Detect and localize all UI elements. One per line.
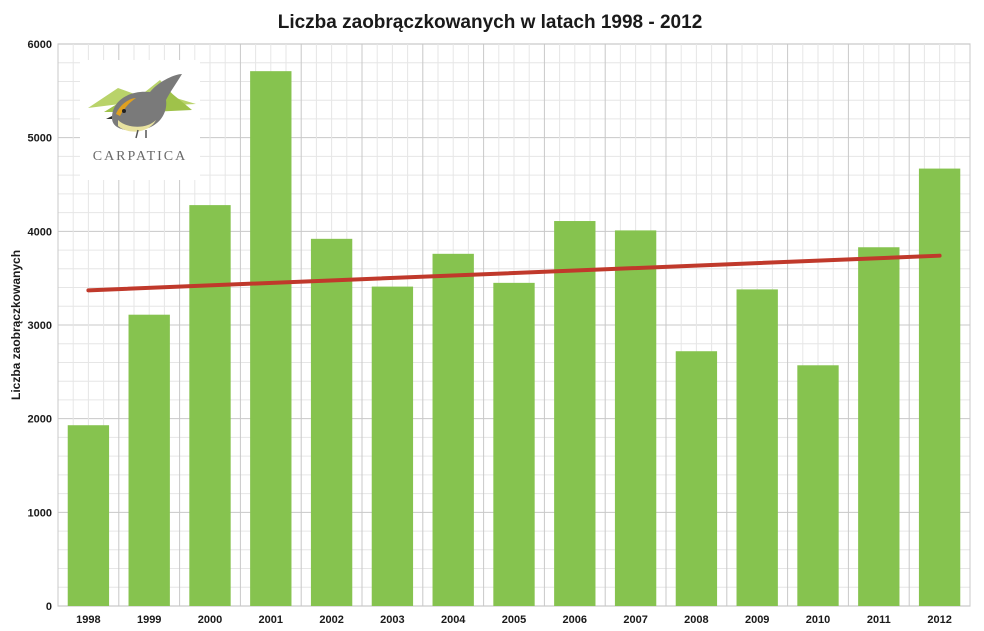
chart-title: Liczba zaobrączkowanych w latach 1998 - … <box>278 12 703 33</box>
logo-text: CARPATICA <box>93 149 188 164</box>
x-tick-label: 2010 <box>806 614 830 626</box>
x-tick-label: 2007 <box>623 614 647 626</box>
y-tick-label: 2000 <box>28 414 52 426</box>
x-tick-label: 2011 <box>867 614 891 626</box>
x-tick-label: 2002 <box>319 614 343 626</box>
trendline-group <box>86 253 942 293</box>
bar-2000 <box>189 205 231 606</box>
x-tick-label: 2000 <box>198 614 222 626</box>
trendline <box>86 253 942 293</box>
bird-icon <box>88 74 196 139</box>
x-axis-ticks: 1998 1999 2000 2001 2002 2003 2004 2005 2006 2007… <box>76 614 952 626</box>
bar-1999 <box>128 314 170 606</box>
y-tick-label: 3000 <box>28 320 52 332</box>
x-tick-label: 2001 <box>259 614 283 626</box>
x-tick-label: 2009 <box>745 614 769 626</box>
bar-2007 <box>614 230 657 606</box>
bar-2004 <box>432 253 474 606</box>
y-tick-label: 5000 <box>28 133 52 145</box>
bar-2005 <box>493 282 535 606</box>
bar-2010 <box>797 365 839 606</box>
x-tick-label: 2004 <box>441 614 466 626</box>
bar-2009 <box>736 289 778 606</box>
bar-2012 <box>918 168 961 606</box>
bar-2003 <box>371 286 414 606</box>
carpatica-logo: CARPATICA <box>80 60 200 180</box>
y-tick-label: 6000 <box>28 39 52 51</box>
x-tick-label: 1999 <box>137 614 161 626</box>
bars <box>67 71 961 607</box>
bar-2008 <box>675 351 718 606</box>
x-tick-label: 2012 <box>927 614 951 626</box>
x-tick-label: 1998 <box>76 614 100 626</box>
y-axis-ticks: 0 1000 2000 3000 4000 5000 6000 <box>28 39 52 613</box>
y-tick-label: 4000 <box>28 226 52 238</box>
bar-1998 <box>67 425 110 606</box>
bar-2002 <box>310 238 353 606</box>
x-tick-label: 2008 <box>684 614 708 626</box>
x-tick-label: 2005 <box>502 614 526 626</box>
y-axis-label: Liczba zaobrączkowanych <box>9 250 23 400</box>
x-tick-label: 2003 <box>380 614 404 626</box>
y-tick-label: 1000 <box>28 507 52 519</box>
bar-2011 <box>858 247 900 607</box>
x-tick-label: 2006 <box>563 614 587 626</box>
y-tick-label: 0 <box>46 601 52 613</box>
bar-2001 <box>250 71 292 606</box>
bar-2006 <box>554 221 596 606</box>
